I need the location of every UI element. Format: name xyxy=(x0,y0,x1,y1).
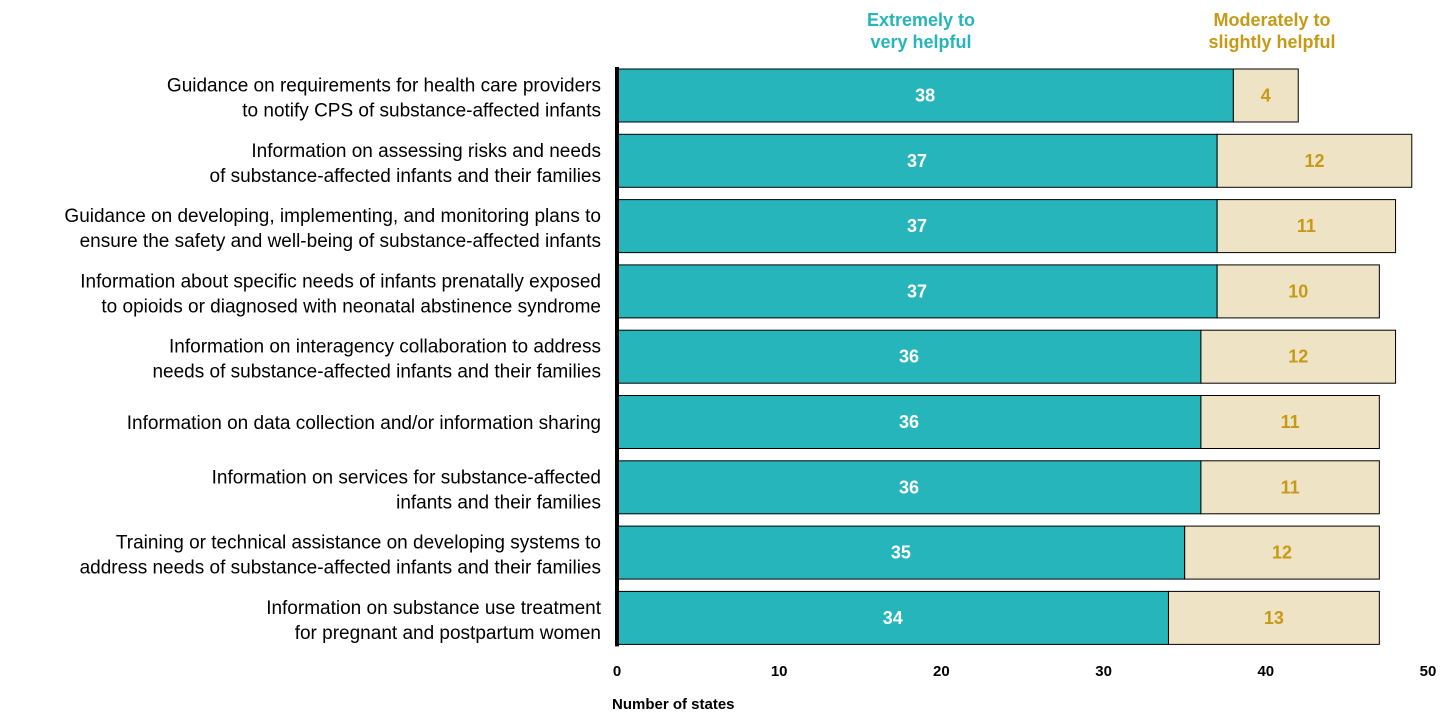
legend-label: Extremely to very helpful xyxy=(867,10,975,52)
bar-segment xyxy=(1216,133,1413,188)
bar-segment xyxy=(616,460,1202,515)
data-label: 34 xyxy=(883,608,903,628)
bar-segment xyxy=(616,68,1234,123)
x-tick-label: 0 xyxy=(613,663,621,680)
x-axis-ticks: 0 10 20 30 40 50 xyxy=(613,663,1437,680)
category-label: Information on substance use treatment fo… xyxy=(266,598,602,644)
bar-segment xyxy=(616,133,1218,188)
data-label: 10 xyxy=(1288,281,1308,301)
bar-segment xyxy=(1200,329,1397,384)
data-label: 37 xyxy=(907,216,927,236)
data-label: 11 xyxy=(1281,477,1300,497)
x-tick-label: 50 xyxy=(1420,663,1437,680)
category-label: Training or technical assistance on deve… xyxy=(80,533,601,579)
legend: Extremely to very helpful Moderately to sli… xyxy=(867,10,1336,52)
data-label: 37 xyxy=(907,281,927,301)
x-tick-label: 20 xyxy=(933,663,950,680)
data-label: 36 xyxy=(899,477,919,497)
data-label: 12 xyxy=(1304,151,1324,171)
x-tick-label: 30 xyxy=(1095,663,1112,680)
bar-segment xyxy=(1200,460,1380,515)
bar-segment xyxy=(1216,264,1380,319)
bar-segment xyxy=(1200,395,1380,449)
bar-segment xyxy=(1184,525,1380,580)
data-label: 12 xyxy=(1272,543,1292,563)
bar-segment xyxy=(616,525,1186,580)
bar-segment xyxy=(616,264,1218,319)
bar-segment xyxy=(616,199,1218,254)
bar-segment xyxy=(1232,68,1299,123)
data-label: 35 xyxy=(891,543,911,563)
data-label: 13 xyxy=(1264,608,1284,628)
x-axis-title: Number of states xyxy=(612,696,735,713)
legend-label: Moderately to slightly helpful xyxy=(1208,10,1335,52)
data-label: 11 xyxy=(1297,216,1316,236)
category-label: Guidance on requirements for health care… xyxy=(167,76,601,122)
data-label: 12 xyxy=(1288,347,1308,367)
data-label: 37 xyxy=(907,151,927,171)
data-label: 38 xyxy=(915,86,935,106)
bars: 38 4 37 12 37 11 37 10 36 12 36 11 36 11 35 12 34 13 xyxy=(616,68,1413,645)
data-label: 11 xyxy=(1281,412,1300,432)
category-labels: Guidance on requirements for health care… xyxy=(64,76,601,644)
category-label: Guidance on developing, implementing, an… xyxy=(64,206,601,252)
category-label: Information on interagency collaboration… xyxy=(152,337,601,383)
bar-segment xyxy=(1216,199,1397,254)
data-label: 36 xyxy=(899,412,919,432)
x-tick-label: 40 xyxy=(1257,663,1274,680)
category-label: Information on data collection and/or in… xyxy=(127,413,601,434)
bar-segment xyxy=(616,590,1169,645)
data-label: 36 xyxy=(899,347,919,367)
category-label: Information on assessing risks and needs… xyxy=(210,141,602,187)
bar-segment xyxy=(1167,590,1380,645)
data-label: 4 xyxy=(1261,86,1271,106)
x-tick-label: 10 xyxy=(771,663,788,680)
category-label: Information on services for substance-af… xyxy=(212,467,601,513)
category-label: Information about specific needs of infa… xyxy=(80,271,601,317)
